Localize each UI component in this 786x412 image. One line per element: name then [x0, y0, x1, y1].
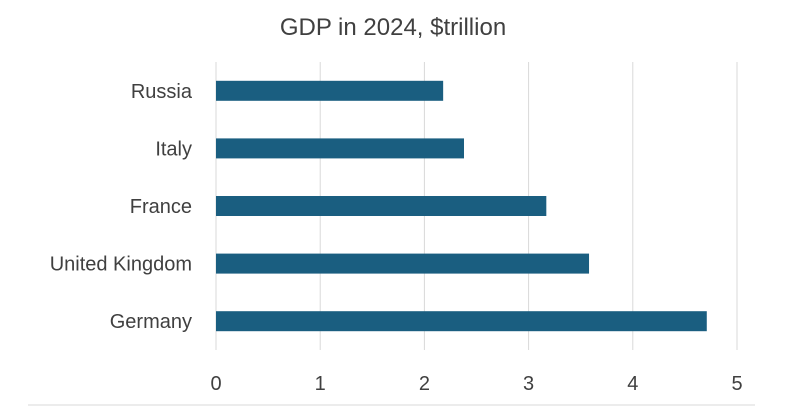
- category-labels: Russia Italy France United Kingdom Germany: [50, 81, 193, 333]
- bar-united-kingdom: [216, 253, 590, 274]
- bar-russia: [216, 80, 444, 101]
- x-tick-label: 3: [523, 373, 534, 395]
- x-tick-label: 4: [627, 373, 638, 395]
- bars: [216, 80, 707, 332]
- chart-title: GDP in 2024, $trillion: [280, 14, 506, 41]
- x-tick-label: 1: [315, 373, 326, 395]
- bar-germany: [216, 311, 707, 332]
- bar-italy: [216, 138, 464, 159]
- category-label: France: [130, 196, 192, 218]
- x-axis-tick-labels: 0 1 2 3 4 5: [210, 373, 742, 395]
- x-tick-label: 2: [419, 373, 430, 395]
- bar-france: [216, 196, 547, 216]
- x-tick-label: 0: [210, 373, 221, 395]
- category-label: Russia: [131, 81, 193, 103]
- category-label: Germany: [110, 311, 192, 333]
- x-tick-label: 5: [731, 373, 742, 395]
- category-label: Italy: [155, 138, 192, 160]
- category-label: United Kingdom: [50, 254, 192, 276]
